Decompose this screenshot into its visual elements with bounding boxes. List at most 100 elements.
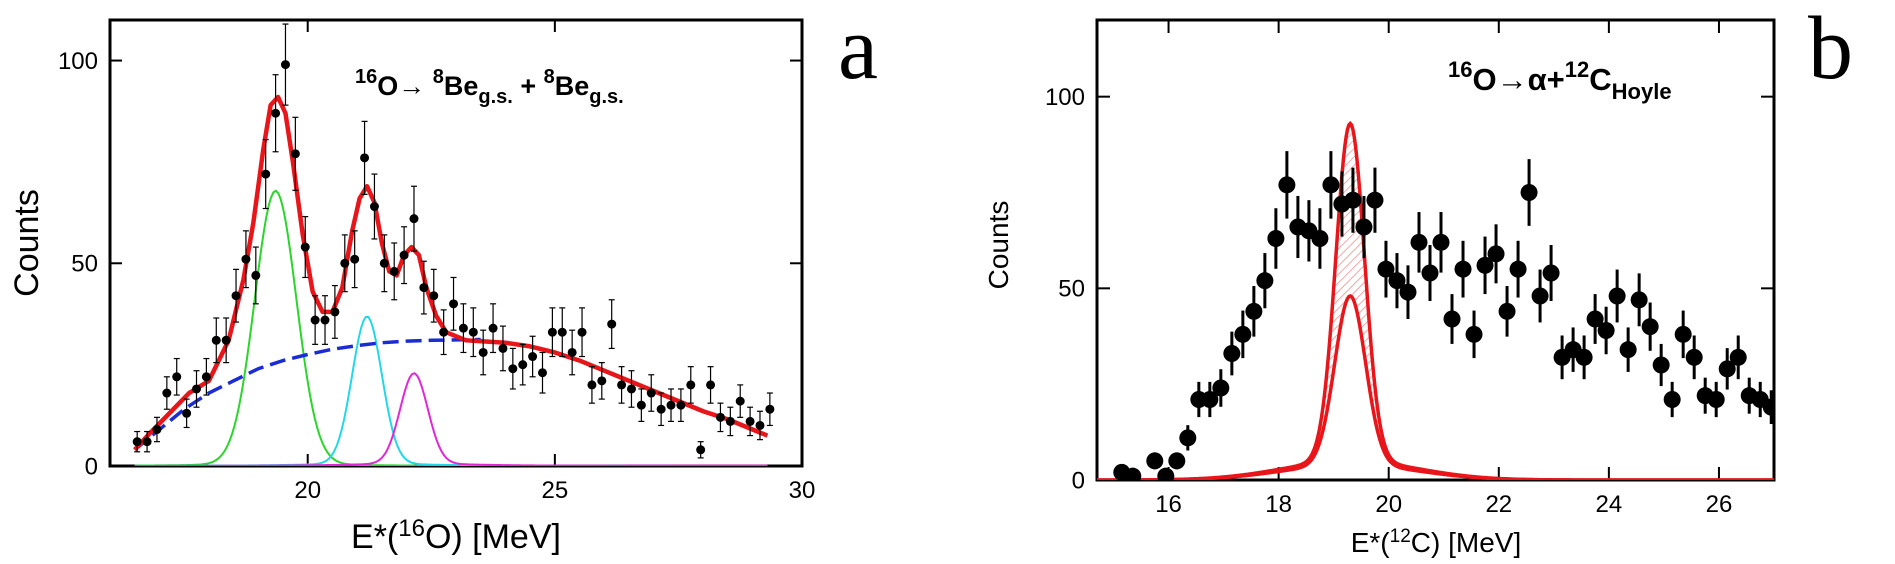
data-point <box>1399 283 1417 301</box>
data-point <box>1322 176 1340 194</box>
data-point <box>498 343 508 353</box>
data-point <box>706 380 716 390</box>
data-point <box>192 384 201 394</box>
data-point <box>1597 322 1615 339</box>
data-point <box>1432 233 1450 251</box>
data-point <box>538 368 547 378</box>
data-point <box>419 283 429 293</box>
data-point <box>626 384 636 394</box>
y-tick-label: 100 <box>58 48 98 75</box>
data-point <box>528 352 538 362</box>
data-point <box>1454 260 1472 278</box>
data-point <box>1674 325 1692 343</box>
data-point <box>1630 291 1648 309</box>
data-point <box>1366 191 1384 209</box>
y-tick-label: 0 <box>1072 467 1085 494</box>
lower-curve-line <box>1097 294 1774 480</box>
data-point <box>636 400 646 410</box>
data-point <box>755 420 765 430</box>
data-point <box>1575 348 1593 366</box>
data-points-a <box>132 23 775 459</box>
data-point <box>508 364 518 374</box>
data-point <box>715 412 725 422</box>
data-point <box>1377 260 1395 278</box>
data-point <box>557 327 567 337</box>
hatched-band <box>1097 123 1774 480</box>
data-point <box>241 254 251 264</box>
data-point <box>182 408 192 418</box>
data-point <box>547 327 557 337</box>
data-point <box>280 60 290 70</box>
data-point <box>320 315 330 325</box>
data-point <box>1619 341 1637 359</box>
data-point <box>725 416 735 426</box>
data-point <box>261 169 271 179</box>
panel-letter-b: b <box>1808 0 1853 98</box>
data-point <box>1234 325 1252 343</box>
data-point <box>429 291 439 301</box>
upper-curve-line <box>1097 120 1774 480</box>
data-point <box>340 258 350 268</box>
total-fit-line <box>133 94 769 452</box>
data-point <box>1146 452 1164 470</box>
y-tick-label: 50 <box>71 251 98 278</box>
data-point <box>1223 345 1241 362</box>
data-point <box>1476 256 1494 274</box>
data-point <box>577 327 587 337</box>
data-point <box>646 388 656 398</box>
data-point <box>1443 310 1461 328</box>
data-point <box>1344 191 1362 209</box>
x-tick-label: 20 <box>294 477 321 504</box>
y-axis-title-b: Counts <box>983 201 1014 290</box>
data-point <box>1278 176 1296 194</box>
panel-a: 20 25 30 0 50 100 Counts E*(16O) [MeV] 16O→ 8… <box>8 0 878 556</box>
data-point <box>478 347 488 357</box>
data-point <box>379 258 389 268</box>
data-point <box>1707 391 1725 408</box>
y-tick-label: 100 <box>1045 84 1085 111</box>
x-tick-label: 22 <box>1485 491 1512 518</box>
data-point <box>1421 264 1439 282</box>
y-axis-title-a: Counts <box>8 189 46 297</box>
data-point <box>399 250 409 260</box>
data-point <box>735 396 745 406</box>
data-point <box>458 323 468 333</box>
data-point <box>518 360 528 370</box>
data-point <box>1641 318 1659 336</box>
x-tick-label: 30 <box>789 477 816 504</box>
data-point <box>1212 379 1230 397</box>
x-axis-title-b: E*(12C) [MeV] <box>1351 526 1522 558</box>
x-tick-label: 25 <box>542 477 569 504</box>
x-tick-label: 26 <box>1706 491 1733 518</box>
y-tick-label: 0 <box>85 453 98 480</box>
data-point <box>1487 245 1505 263</box>
data-point <box>1509 260 1527 278</box>
data-point <box>290 149 300 159</box>
x-axis-title-a: E*(16O) [MeV] <box>351 515 561 556</box>
data-point <box>172 372 182 382</box>
data-point <box>142 437 152 447</box>
data-point <box>1179 429 1197 447</box>
fit-curves-a <box>133 94 769 466</box>
data-point <box>676 400 686 410</box>
data-point <box>666 400 676 410</box>
data-points-b <box>1113 151 1774 480</box>
plot-frame-b <box>1095 18 1776 482</box>
data-point <box>132 437 142 447</box>
annotation-b: 16O→α+12CHoyle <box>1448 57 1672 104</box>
data-point <box>201 372 211 382</box>
data-point <box>300 242 310 252</box>
data-point <box>1311 230 1329 247</box>
data-point <box>1465 325 1483 343</box>
data-point <box>1586 310 1604 328</box>
data-point <box>330 307 340 317</box>
data-point <box>1762 398 1774 416</box>
data-point <box>1256 272 1274 290</box>
data-point <box>439 327 449 337</box>
data-point <box>745 416 755 426</box>
data-point <box>656 404 666 414</box>
x-tick-label: 20 <box>1375 491 1402 518</box>
data-point <box>765 404 775 414</box>
data-point <box>449 299 459 309</box>
